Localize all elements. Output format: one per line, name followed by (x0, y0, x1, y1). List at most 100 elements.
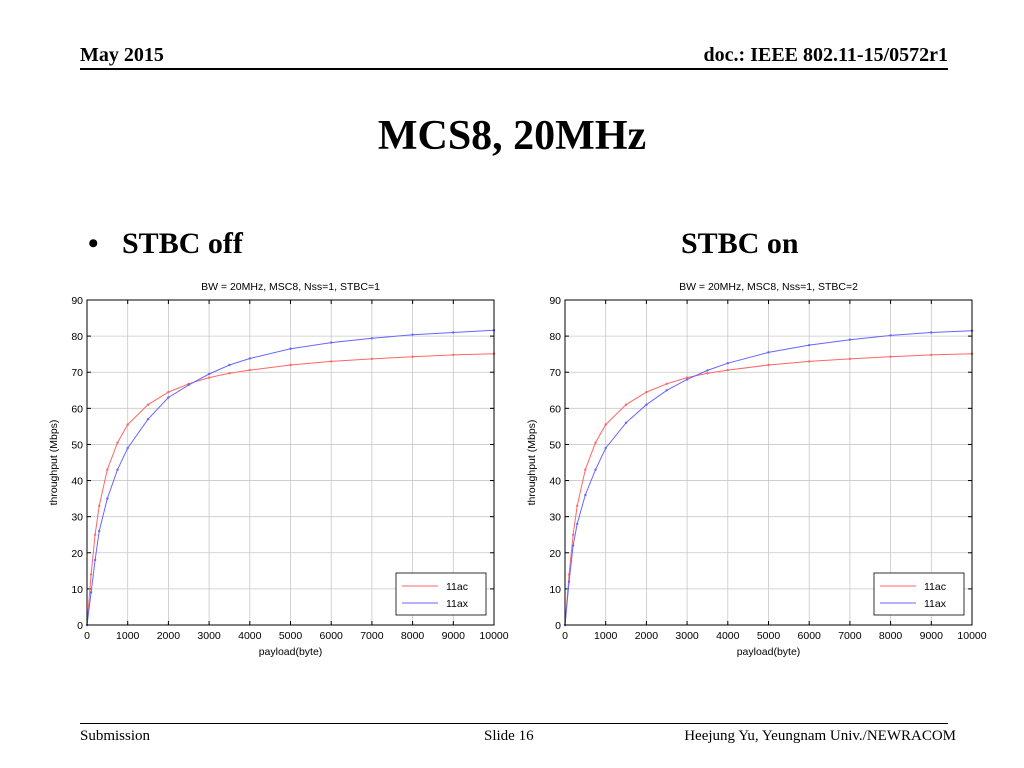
data-point-11ax (146, 417, 150, 421)
data-point-11ax (808, 343, 811, 347)
y-tick-label: 30 (549, 512, 561, 524)
x-tick-label: 7000 (360, 630, 384, 642)
y-tick-label: 90 (549, 295, 561, 307)
data-point-11ac (767, 363, 770, 367)
y-tick-label: 20 (71, 548, 83, 560)
data-point-11ax (93, 558, 97, 562)
data-point-11ac (98, 504, 101, 508)
data-point-11ax (576, 522, 579, 526)
x-tick-label: 5000 (757, 630, 781, 642)
data-point-11ac (706, 372, 709, 375)
data-point-11ax (584, 493, 587, 497)
chart-stbc-on: 0 1000 2000 3000 4000 5000 6000 7000 8000 9000 100… (500, 270, 1020, 670)
data-point-11ac (576, 504, 579, 508)
data-point-11ac (889, 355, 892, 358)
x-tick-label: 2000 (157, 630, 181, 642)
data-point-11ax (706, 369, 709, 372)
y-tick-label: 60 (71, 403, 83, 415)
data-point-11ax (645, 403, 648, 406)
y-tick-label: 20 (549, 548, 561, 560)
data-point-11ax (411, 333, 414, 336)
data-point-11ac (685, 376, 689, 379)
y-tick-label: 40 (71, 476, 83, 488)
x-tick-label: 2000 (635, 630, 659, 642)
data-point-11ac (126, 423, 129, 426)
data-point-11ac (411, 355, 414, 358)
data-point-11ax (187, 383, 190, 387)
x-tick-label: 1000 (116, 630, 140, 642)
y-tick-label: 80 (549, 331, 561, 343)
y-tick-label: 10 (71, 584, 83, 596)
x-tick-label: 6000 (798, 630, 822, 642)
line-chart-svg: 0 1000 2000 3000 4000 5000 6000 7000 8000 9000 100… (526, 281, 987, 658)
y-tick-label: 90 (71, 295, 83, 307)
legend: 11ac 11ax (395, 572, 487, 616)
data-point-11ax (452, 331, 455, 334)
footer-rule (80, 723, 948, 724)
data-point-11ac (665, 382, 668, 385)
chart-title: BW = 20MHz, MSC8, Nss=1, STBC=1 (201, 281, 380, 293)
data-point-11ac (604, 423, 607, 426)
legend-label-11ac: 11ac (924, 581, 946, 593)
data-point-11ax (207, 372, 211, 376)
y-tick-label: 60 (549, 403, 561, 415)
header-date: May 2015 (80, 44, 164, 66)
x-tick-label: 9000 (442, 630, 466, 642)
data-point-11ac (146, 403, 150, 406)
data-point-11ac (89, 573, 93, 576)
chart-stbc-off: 0 1000 2000 3000 4000 5000 6000 7000 8000 9000 100… (22, 270, 542, 670)
legend-box (395, 572, 487, 616)
data-point-11ac (289, 363, 292, 367)
data-point-11ax (370, 337, 374, 340)
data-point-11ax (726, 361, 729, 365)
legend: 11ac 11ax (873, 572, 965, 616)
data-point-11ac (594, 441, 597, 444)
y-tick-label: 70 (549, 367, 561, 379)
x-axis-label: payload(byte) (259, 646, 323, 658)
x-tick-label: 1000 (594, 630, 618, 642)
y-tick-label: 70 (71, 367, 83, 379)
data-point-11ac (848, 357, 852, 361)
label-stbc-on: STBC on (681, 227, 799, 260)
data-point-11ac (116, 441, 119, 444)
legend-box (873, 572, 965, 616)
y-axis-label: throughput (Mbps) (526, 420, 538, 506)
data-point-11ac (726, 368, 729, 372)
data-point-11ax (228, 363, 231, 367)
header-doc-id: doc.: IEEE 802.11-15/0572r1 (703, 44, 948, 66)
data-point-11ax (665, 389, 668, 392)
footer-slide-number: Slide 16 (484, 728, 534, 744)
y-tick-label: 0 (555, 620, 561, 632)
footer-submission: Submission (80, 728, 151, 744)
x-tick-label: 6000 (320, 630, 344, 642)
data-point-11ax (248, 357, 251, 360)
slide-title: MCS8, 20MHz (377, 113, 647, 159)
data-point-11ax (98, 529, 101, 533)
header-rule (80, 68, 948, 70)
data-point-11ax (767, 351, 770, 354)
axes-frame (564, 299, 973, 626)
data-point-11ac (167, 390, 170, 394)
data-point-11ax (330, 341, 333, 344)
data-point-11ax (889, 334, 892, 337)
x-tick-label: 10000 (957, 630, 986, 642)
data-point-11ax (594, 468, 597, 471)
data-point-11ac (248, 368, 251, 372)
data-point-11ax (106, 497, 109, 500)
y-tick-label: 10 (549, 584, 561, 596)
data-point-11ax (685, 378, 689, 381)
x-tick-label: 8000 (879, 630, 903, 642)
bullet-dot-icon: • (88, 227, 99, 260)
bullet-stbc-off-label: STBC off (122, 227, 243, 260)
x-tick-label: 5000 (279, 630, 303, 642)
data-point-11ac (93, 533, 97, 536)
x-tick-label: 4000 (716, 630, 740, 642)
data-point-11ax (930, 331, 933, 334)
y-tick-label: 80 (71, 331, 83, 343)
legend-label-11ax: 11ax (924, 598, 947, 610)
data-point-11ax (567, 580, 571, 583)
y-tick-label: 50 (71, 439, 83, 451)
legend-label-11ac: 11ac (446, 581, 468, 593)
data-point-11ac (584, 468, 587, 471)
x-tick-label: 9000 (920, 630, 944, 642)
